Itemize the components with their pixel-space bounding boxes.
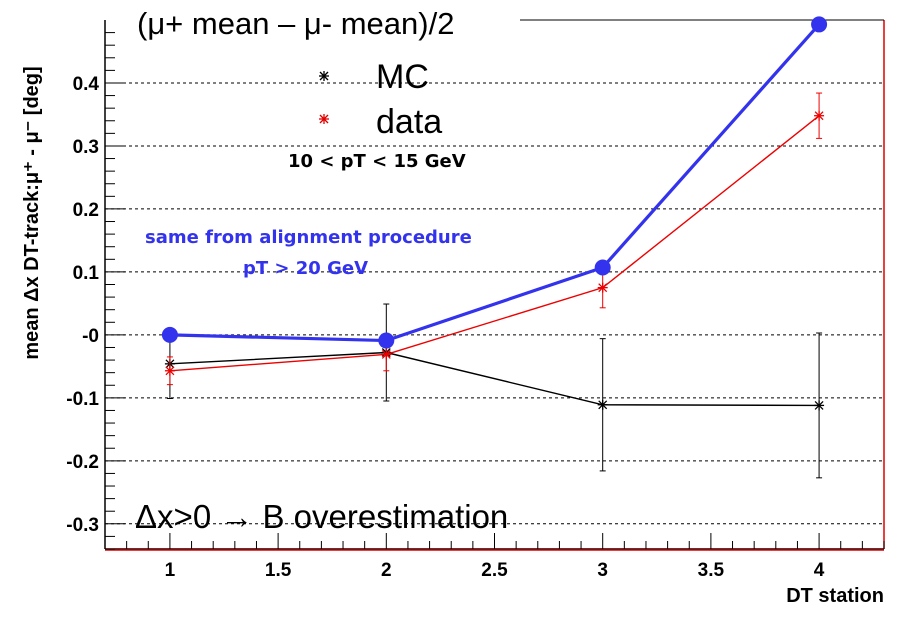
x-tick-label: 2.5 <box>481 560 508 581</box>
series-line-data <box>169 115 820 372</box>
legend-mc-marker <box>319 71 329 81</box>
plot-frame <box>104 19 885 551</box>
x-tick-label: 4 <box>814 560 825 581</box>
blue-annotation-line1: same from alignment procedure <box>145 227 472 248</box>
data-point-data <box>164 365 175 376</box>
x-tick-label: 2 <box>381 560 392 581</box>
y-tick-label: -0.3 <box>66 515 99 536</box>
series-line-mc <box>169 351 820 407</box>
data-point-data-d2 <box>598 283 608 293</box>
blue-annotation-line2: pT > 20 GeV <box>243 258 368 279</box>
y-tick-label: -0.1 <box>66 389 99 410</box>
bottom-annotation: Δx>0 → B overestimation <box>135 498 508 535</box>
data-point-mc-d2 <box>598 400 608 410</box>
data-point-data <box>597 282 608 293</box>
y-axis-title: mean Δx DT-track:μ⁺ - μ⁻ [deg] <box>21 66 43 359</box>
legend-subtitle: 10 < pT < 15 GeV <box>288 151 466 172</box>
legend-data-marker <box>319 114 329 124</box>
data-point-same-from-alignment <box>161 326 178 343</box>
x-axis-title: DT station <box>786 585 884 607</box>
y-tick-label: 0.3 <box>73 137 99 158</box>
data-point-data-d2 <box>814 111 824 121</box>
series-line-same-from-alignment <box>169 23 821 343</box>
data-point-data-d2 <box>165 366 175 376</box>
data-point-same-from-alignment <box>378 332 395 349</box>
legend-data-label: data <box>376 103 442 141</box>
data-point-mc-d2 <box>814 400 824 410</box>
gridlines <box>105 82 884 525</box>
y-tick-label: 0.2 <box>73 200 99 221</box>
x-tick-label: 1.5 <box>265 560 292 581</box>
data-point-data <box>381 349 392 360</box>
legend-mc-label: MC <box>376 58 429 96</box>
y-tick-label: -0 <box>82 326 99 347</box>
x-tick-label: 1 <box>165 560 176 581</box>
y-tick-label: -0.2 <box>66 452 99 473</box>
x-tick-label: 3.5 <box>698 560 725 581</box>
x-tick-label: 3 <box>597 560 608 581</box>
y-tick-label: 0.1 <box>73 263 100 284</box>
data-point-mc <box>814 400 825 411</box>
series <box>161 16 828 479</box>
legend: MC data 10 < pT < 15 GeV <box>288 58 466 172</box>
data-point-data <box>814 110 825 121</box>
data-point-same-from-alignment <box>811 16 828 33</box>
data-point-mc <box>597 399 608 410</box>
axis-ticks: -0.3 -0.2 -0.1 -0 0.1 0.2 0.3 0.4 1 1.5 2 2.5 3 3.5 4 <box>66 32 885 581</box>
data-point-same-from-alignment <box>594 259 611 276</box>
chart-title: (μ+ mean – μ- mean)/2 <box>137 6 454 41</box>
data-point-data-d2 <box>381 349 391 359</box>
y-tick-label: 0.4 <box>73 74 100 95</box>
